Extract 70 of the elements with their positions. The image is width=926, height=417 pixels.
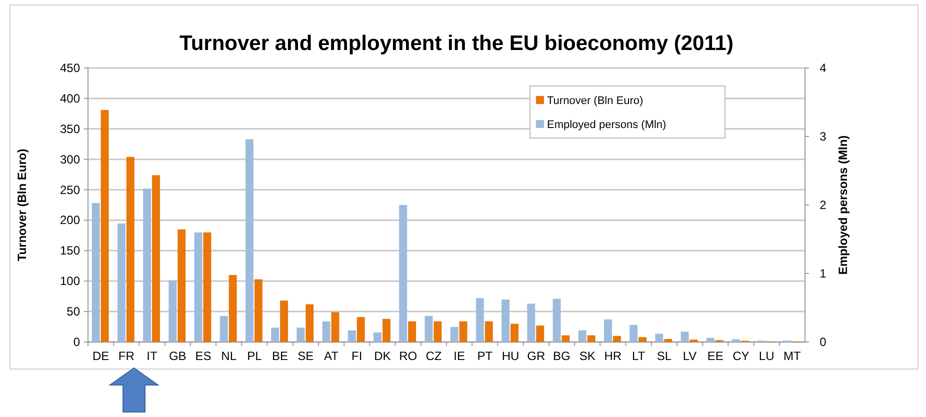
- bar: [680, 332, 689, 342]
- bar: [245, 139, 254, 342]
- x-tick-label: MT: [784, 349, 802, 363]
- y2-tick-label: 2: [820, 198, 827, 212]
- legend-label: Employed persons (Mln): [547, 119, 666, 131]
- x-tick-label: IE: [454, 349, 465, 363]
- x-tick-label: AT: [324, 349, 340, 363]
- x-tick-label: CZ: [426, 349, 442, 363]
- y-tick-label: 450: [60, 61, 80, 75]
- x-tick-label: GB: [168, 349, 186, 363]
- y2-axis-title: Employed persons (Mln): [836, 135, 850, 275]
- x-tick-label: FR: [118, 349, 135, 363]
- bar: [228, 275, 237, 342]
- y-tick-label: 0: [73, 335, 80, 349]
- x-tick-label: BG: [553, 349, 570, 363]
- x-tick-label: IT: [146, 349, 158, 363]
- x-tick-label: RO: [399, 349, 418, 363]
- x-tick-label: FI: [352, 349, 362, 363]
- x-tick-label: GR: [527, 349, 546, 363]
- x-tick-label: BE: [272, 349, 288, 363]
- y-tick-label: 300: [60, 152, 80, 166]
- bar: [382, 318, 390, 342]
- x-tick-label: HU: [502, 349, 520, 363]
- y-tick-label: 350: [60, 122, 80, 136]
- bar: [562, 335, 570, 342]
- bar: [604, 319, 612, 342]
- bar: [706, 338, 714, 342]
- bar: [612, 336, 621, 342]
- y2-tick-label: 4: [820, 61, 827, 75]
- x-tick-label: ES: [195, 349, 212, 363]
- x-tick-label: CY: [732, 349, 750, 363]
- bar: [476, 298, 484, 342]
- legend-label: Turnover (Bln Euro): [547, 95, 644, 107]
- y-tick-label: 150: [60, 244, 80, 258]
- y-tick-label: 200: [60, 213, 80, 228]
- bar: [638, 337, 647, 342]
- x-tick-label: SK: [579, 349, 596, 363]
- x-tick-label: LT: [632, 349, 646, 363]
- bar: [732, 339, 740, 342]
- bar: [254, 279, 262, 342]
- y-tick-label: 50: [66, 304, 80, 319]
- x-tick-label: PT: [477, 349, 494, 363]
- bar: [655, 334, 664, 342]
- y-axis-title: Turnover (Bln Euro): [15, 148, 29, 262]
- x-tick-label: EE: [707, 349, 724, 363]
- x-tick-label: DK: [374, 349, 391, 363]
- bar: [356, 317, 365, 342]
- y-tick-label: 250: [60, 182, 80, 197]
- y2-tick-label: 3: [820, 130, 827, 144]
- y2-tick-label: 0: [820, 335, 827, 349]
- x-tick-label: LU: [758, 349, 774, 363]
- x-tick-label: PL: [247, 349, 262, 363]
- x-tick-label: DE: [92, 349, 110, 363]
- x-tick-label: HR: [604, 349, 622, 363]
- bar: [399, 205, 408, 342]
- y-tick-label: 400: [60, 91, 80, 106]
- bar: [630, 324, 638, 342]
- bar: [280, 300, 288, 342]
- x-tick-label: NL: [221, 349, 237, 363]
- bar: [527, 304, 536, 342]
- x-tick-label: SL: [656, 349, 672, 363]
- bar: [408, 321, 416, 342]
- y-tick-label: 100: [60, 274, 80, 288]
- bar: [306, 304, 314, 342]
- x-tick-label: SE: [298, 349, 314, 363]
- y2-tick-label: 1: [820, 266, 827, 280]
- bar: [552, 298, 561, 342]
- x-tick-label: LV: [682, 349, 697, 363]
- chart-title: Turnover and employment in the EU bioeconomy (2011): [180, 32, 734, 55]
- bar: [502, 300, 510, 342]
